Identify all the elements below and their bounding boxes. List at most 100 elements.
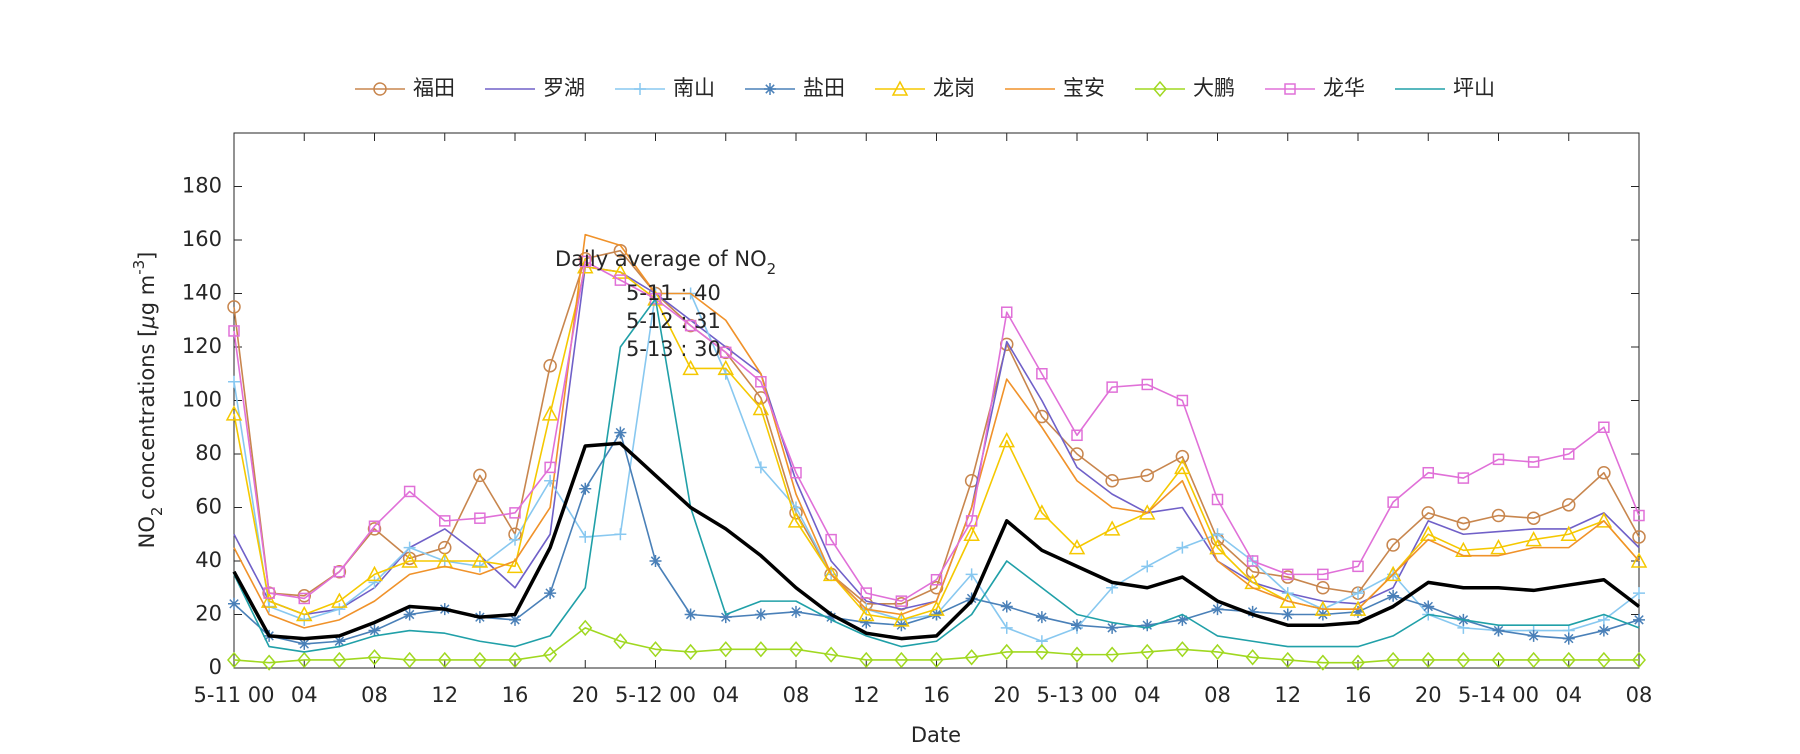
marker <box>614 528 627 541</box>
marker <box>471 552 489 568</box>
marker <box>1633 587 1645 600</box>
annotation-title-part: 2 <box>767 260 777 278</box>
marker <box>1071 619 1083 632</box>
marker <box>544 461 556 474</box>
y-axis-label-part: g m <box>135 275 159 315</box>
marker <box>825 611 838 624</box>
marker <box>648 641 663 658</box>
marker <box>1106 381 1118 393</box>
marker <box>895 595 908 607</box>
y-axis-label-part: NO <box>135 516 159 548</box>
marker <box>1421 506 1435 520</box>
marker <box>1527 456 1540 468</box>
marker <box>543 358 557 373</box>
marker <box>297 589 311 603</box>
y-axis-label: NO2 concentrations [μg m-3] <box>130 252 166 549</box>
marker <box>1422 466 1434 479</box>
marker <box>1281 608 1294 621</box>
y-axis-label-part: -3 <box>130 260 148 275</box>
annotation-title: Daily average of NO2 <box>555 247 776 278</box>
marker <box>614 274 627 286</box>
x-tick-label: 04 <box>1555 683 1582 707</box>
marker <box>579 530 592 543</box>
marker <box>1630 552 1648 568</box>
legend-label: 福田 <box>413 76 455 100</box>
marker <box>859 651 874 669</box>
marker <box>754 608 767 621</box>
marker <box>1595 512 1613 528</box>
x-tick-label: 04 <box>1134 683 1161 707</box>
marker <box>649 293 662 305</box>
marker <box>1211 493 1224 506</box>
marker <box>1070 447 1084 461</box>
marker <box>857 605 875 622</box>
marker <box>333 565 346 578</box>
y-axis-label-part: ] <box>135 252 159 260</box>
marker <box>1422 600 1435 613</box>
marker <box>227 651 241 669</box>
marker <box>1034 643 1049 661</box>
marker <box>753 641 768 658</box>
marker <box>367 522 382 536</box>
y-axis-label-part: concentrations [ <box>135 329 159 507</box>
marker <box>1282 568 1294 581</box>
marker <box>474 512 486 524</box>
marker <box>825 533 837 546</box>
marker <box>403 541 416 554</box>
marker <box>1175 449 1190 464</box>
legend-marker <box>891 80 909 96</box>
marker <box>1174 458 1191 475</box>
marker <box>260 592 278 608</box>
marker <box>541 405 559 421</box>
marker <box>647 290 664 306</box>
x-tick-label: 5-11 00 <box>193 683 274 707</box>
marker <box>752 399 770 416</box>
annotation-title-part: Daily average of NO <box>555 247 767 271</box>
x-tick-label: 08 <box>361 683 388 707</box>
marker <box>965 515 978 527</box>
marker <box>998 432 1016 448</box>
x-tick-label: 08 <box>783 683 810 707</box>
marker <box>790 605 802 618</box>
y-axis-label-part: 2 <box>148 507 166 517</box>
legend-marker <box>634 83 646 95</box>
x-tick-label: 04 <box>291 683 318 707</box>
marker <box>227 300 241 314</box>
marker <box>1492 624 1505 637</box>
marker <box>225 405 243 421</box>
marker <box>1211 528 1224 541</box>
y-tick-label: 40 <box>195 548 222 572</box>
y-tick-label: 60 <box>195 495 222 519</box>
marker <box>1561 651 1576 669</box>
x-tick-label: 5-12 00 <box>615 683 696 707</box>
marker <box>1211 603 1224 616</box>
marker <box>367 649 382 666</box>
marker <box>614 426 627 439</box>
marker <box>684 319 697 332</box>
marker <box>1176 541 1189 554</box>
series-line <box>232 441 1641 641</box>
marker <box>1035 611 1048 624</box>
legend-label: 罗湖 <box>543 76 585 100</box>
marker <box>473 468 487 483</box>
marker <box>1456 651 1471 669</box>
marker <box>1246 555 1259 567</box>
marker <box>1246 605 1259 618</box>
marker <box>506 557 524 574</box>
marker <box>1563 448 1575 460</box>
marker <box>1633 509 1645 522</box>
marker <box>1490 539 1507 555</box>
marker <box>1491 508 1506 523</box>
y-tick-label: 80 <box>195 441 222 465</box>
marker <box>720 346 732 359</box>
marker <box>366 565 383 582</box>
series-line <box>233 249 1640 605</box>
marker <box>403 608 416 621</box>
annotation-line: 5-11 : 40 <box>626 281 721 305</box>
legend-label: 盐田 <box>803 76 845 100</box>
marker <box>1140 468 1154 483</box>
marker <box>544 587 557 600</box>
marker <box>1597 624 1610 637</box>
marker <box>1316 581 1330 595</box>
marker <box>1105 474 1119 488</box>
